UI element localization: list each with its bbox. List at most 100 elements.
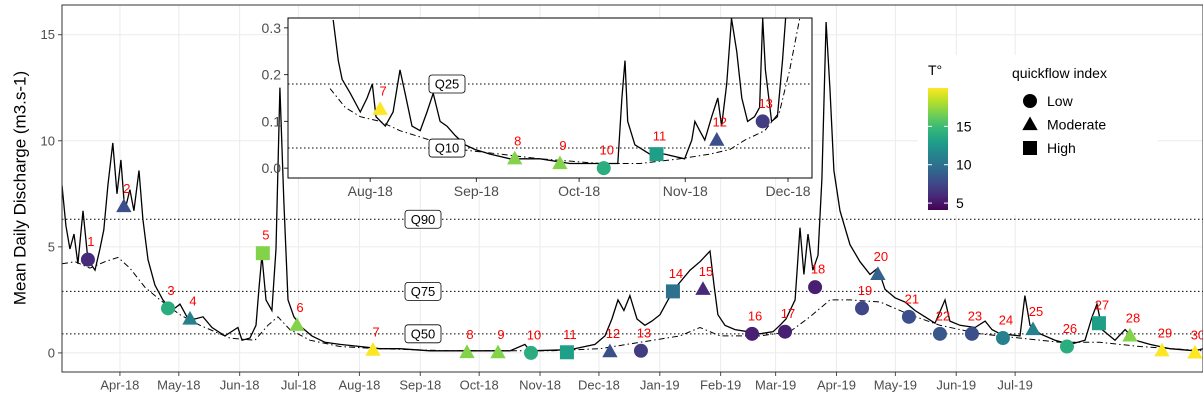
point-label: 15	[699, 264, 713, 279]
point-label: 27	[1095, 298, 1109, 313]
legend-background	[918, 55, 1158, 215]
shape-legend-label: Low	[1047, 93, 1074, 109]
marker-circle	[755, 114, 770, 129]
x-tick-label: Jul-19	[997, 378, 1032, 393]
point-label: 19	[858, 283, 872, 298]
point-label: 13	[637, 325, 651, 340]
y-tick-label: 0	[48, 345, 55, 360]
point-label: 12	[606, 326, 620, 341]
x-tick-label: Aug-18	[338, 378, 380, 393]
y-tick-label: 10	[41, 133, 55, 148]
reference-label: Q25	[435, 76, 460, 91]
marker-square	[559, 345, 574, 360]
point-label: 2	[123, 181, 130, 196]
point-label: 18	[811, 262, 825, 277]
marker-triangle	[372, 101, 388, 115]
point-label: 6	[296, 300, 303, 315]
marker-circle	[932, 326, 947, 341]
shape-legend-title: quickflow index	[1012, 65, 1107, 81]
marker-circle	[80, 252, 95, 267]
x-tick-label: Oct-18	[460, 378, 499, 393]
point-label: 14	[669, 266, 683, 281]
point-label: 26	[1063, 321, 1077, 336]
x-tick-label: Dec-18	[765, 183, 810, 199]
point-label: 10	[527, 327, 541, 342]
point-label: 1	[87, 234, 94, 249]
marker-triangle	[1187, 344, 1203, 359]
y-tick-label: 0.0	[262, 160, 282, 176]
point-label: 9	[497, 327, 504, 342]
color-legend-title: T°	[928, 62, 942, 78]
x-tick-label: Sep-18	[454, 183, 499, 199]
marker-triangle	[709, 132, 725, 146]
marker-triangle	[552, 155, 568, 170]
x-tick-label: May-18	[157, 378, 200, 393]
y-tick-label: 0.1	[262, 113, 282, 129]
reference-label-box	[404, 281, 442, 301]
point-label: 9	[559, 138, 566, 153]
x-tick-label: Sep-18	[399, 378, 441, 393]
x-tick-label: Jan-19	[640, 378, 680, 393]
marker-circle	[596, 161, 611, 176]
marker-circle	[633, 343, 648, 358]
marker-triangle	[182, 310, 198, 325]
x-tick-label: Nov-18	[519, 378, 561, 393]
marker-circle	[808, 280, 823, 295]
y-tick-label: 0.3	[262, 20, 282, 36]
colorbar-tick-label: 15	[956, 118, 972, 134]
marker-circle	[161, 301, 176, 316]
y-tick-label: 15	[41, 27, 55, 42]
x-tick-label: Apr-18	[100, 378, 139, 393]
x-tick-label: Nov-18	[663, 183, 708, 199]
colorbar	[928, 88, 948, 210]
x-tick-label: Jul-18	[281, 378, 316, 393]
marker-circle	[1023, 94, 1037, 108]
discharge-line	[332, 18, 787, 165]
marker-circle	[778, 324, 793, 339]
point-label: 25	[1029, 304, 1043, 319]
point-label: 4	[189, 293, 196, 308]
point-label: 12	[713, 115, 727, 130]
point-label: 11	[653, 129, 667, 144]
marker-triangle	[1025, 321, 1041, 336]
point-label: 7	[372, 325, 379, 340]
point-label: 21	[905, 291, 919, 306]
reference-label-box	[428, 74, 466, 94]
marker-square	[255, 246, 270, 261]
y-axis-title: Mean Daily Discharge (m3.s-1)	[11, 71, 30, 305]
reference-label: Q75	[411, 284, 436, 299]
reference-label: Q50	[411, 326, 436, 341]
point-label: 8	[466, 327, 473, 342]
discharge-line	[62, 21, 1203, 352]
point-label: 20	[874, 249, 888, 264]
x-tick-label: Mar-19	[755, 378, 796, 393]
point-label: 13	[758, 96, 772, 111]
point-label: 30	[1191, 327, 1203, 342]
reference-label-box	[404, 209, 442, 229]
y-tick-label: 5	[48, 239, 55, 254]
reference-label: Q10	[435, 141, 460, 156]
x-tick-label: Jun-19	[936, 378, 976, 393]
shape-legend-label: Moderate	[1047, 117, 1106, 133]
point-label: 8	[514, 133, 521, 148]
point-label: 23	[968, 308, 982, 323]
point-label: 11	[563, 327, 577, 342]
point-label: 17	[781, 306, 795, 321]
marker-circle	[995, 331, 1010, 346]
x-tick-label: Dec-18	[578, 378, 620, 393]
colorbar-tick-label: 10	[956, 157, 972, 173]
marker-circle	[745, 326, 760, 341]
marker-triangle	[1022, 116, 1038, 131]
colorbar-tick-label: 5	[956, 195, 964, 211]
marker-circle	[964, 326, 979, 341]
point-label: 24	[999, 313, 1013, 328]
panel-border	[61, 4, 1203, 373]
marker-triangle	[365, 342, 381, 356]
x-tick-label: Feb-19	[700, 378, 741, 393]
marker-circle	[524, 345, 539, 360]
marker-triangle	[1122, 327, 1138, 342]
x-tick-label: Apr-19	[817, 378, 856, 393]
marker-circle	[854, 301, 869, 316]
point-label: 3	[167, 283, 174, 298]
